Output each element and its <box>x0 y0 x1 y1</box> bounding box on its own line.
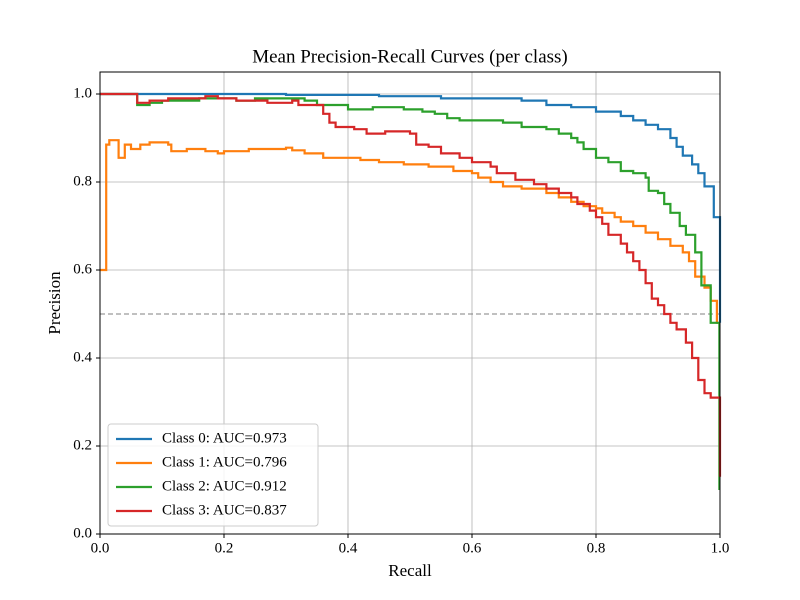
chart-title: Mean Precision-Recall Curves (per class) <box>252 46 568 67</box>
y-tick-label: 0.2 <box>73 437 92 453</box>
plot-area <box>100 92 722 490</box>
y-tick-label: 1.0 <box>73 85 92 101</box>
legend-label: Class 1: AUC=0.796 <box>162 454 287 470</box>
legend-label: Class 2: AUC=0.912 <box>162 478 287 494</box>
legend-label: Class 3: AUC=0.837 <box>162 502 287 518</box>
y-tick-label: 0.4 <box>73 349 92 365</box>
pr-curve <box>100 92 722 323</box>
x-tick-label: 0.8 <box>587 540 606 556</box>
x-tick-label: 0.2 <box>215 540 234 556</box>
legend: Class 0: AUC=0.973 Class 1: AUC=0.796 Clas… <box>107 423 319 527</box>
x-tick-label: 0.6 <box>463 540 482 556</box>
y-tick-label: 0.0 <box>73 525 92 541</box>
pr-curve <box>100 139 720 324</box>
y-tick-label: 0.6 <box>73 261 92 277</box>
pr-curve <box>100 92 721 490</box>
legend-box <box>107 423 319 527</box>
pr-curve <box>100 92 722 477</box>
axes-frame <box>99 71 721 535</box>
y-axis-label: Precision <box>45 271 64 335</box>
legend-label: Class 0: AUC=0.973 <box>162 430 287 446</box>
x-tick-label: 0.0 <box>91 540 110 556</box>
x-axis-label: Recall <box>388 561 432 580</box>
x-tick-label: 1.0 <box>711 540 730 556</box>
y-tick-label: 0.8 <box>73 173 92 189</box>
x-tick-label: 0.4 <box>339 540 358 556</box>
